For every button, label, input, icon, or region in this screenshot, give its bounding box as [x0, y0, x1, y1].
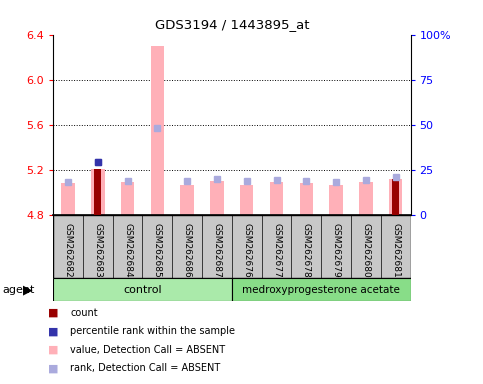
- Bar: [270, 182, 283, 215]
- Text: agent: agent: [2, 285, 35, 295]
- Text: GSM262687: GSM262687: [213, 223, 221, 277]
- Text: value, Detection Call = ABSENT: value, Detection Call = ABSENT: [70, 345, 225, 355]
- Text: control: control: [123, 285, 162, 295]
- Text: ■: ■: [48, 345, 59, 355]
- Text: rank, Detection Call = ABSENT: rank, Detection Call = ABSENT: [70, 363, 220, 373]
- Text: GSM262686: GSM262686: [183, 223, 192, 277]
- Title: GDS3194 / 1443895_at: GDS3194 / 1443895_at: [155, 18, 309, 31]
- Text: GSM262685: GSM262685: [153, 223, 162, 277]
- Text: GSM262679: GSM262679: [332, 223, 341, 277]
- Bar: [91, 169, 104, 215]
- Text: ■: ■: [48, 363, 59, 373]
- Text: GSM262678: GSM262678: [302, 223, 311, 277]
- Text: GSM262684: GSM262684: [123, 223, 132, 277]
- Text: percentile rank within the sample: percentile rank within the sample: [70, 326, 235, 336]
- Bar: [329, 185, 343, 215]
- Bar: [210, 181, 224, 215]
- Bar: [181, 185, 194, 215]
- Text: GSM262676: GSM262676: [242, 223, 251, 277]
- Bar: [121, 182, 134, 215]
- Text: GSM262681: GSM262681: [391, 223, 400, 277]
- Text: medroxyprogesterone acetate: medroxyprogesterone acetate: [242, 285, 400, 295]
- Text: GSM262680: GSM262680: [361, 223, 370, 277]
- Bar: [53, 278, 232, 301]
- Bar: [61, 184, 75, 215]
- Bar: [392, 179, 399, 215]
- Bar: [359, 182, 372, 215]
- Text: GSM262683: GSM262683: [93, 223, 102, 277]
- Text: ■: ■: [48, 308, 59, 318]
- Bar: [232, 278, 411, 301]
- Text: GSM262677: GSM262677: [272, 223, 281, 277]
- Text: ■: ■: [48, 326, 59, 336]
- Text: GSM262682: GSM262682: [64, 223, 72, 277]
- Bar: [151, 46, 164, 215]
- Text: ▶: ▶: [23, 283, 33, 296]
- Bar: [299, 184, 313, 215]
- Bar: [389, 179, 402, 215]
- Bar: [240, 185, 254, 215]
- Text: count: count: [70, 308, 98, 318]
- Bar: [94, 169, 101, 215]
